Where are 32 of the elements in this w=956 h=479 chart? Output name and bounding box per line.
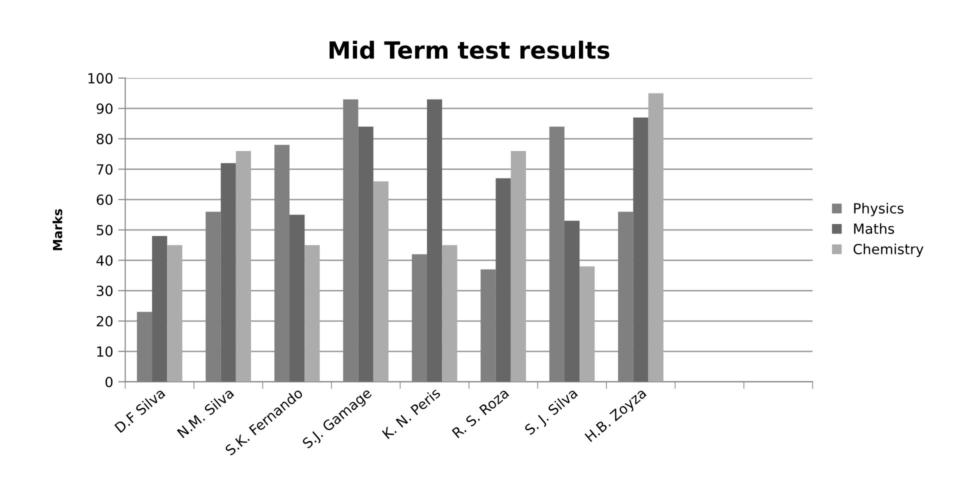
y-tick-label: 100: [88, 73, 113, 84]
bar: [648, 93, 664, 382]
bar: [358, 126, 374, 382]
y-axis-title: Marks: [52, 209, 62, 250]
y-tick-label: 30: [96, 286, 113, 296]
y-tick-label: 10: [97, 346, 113, 357]
bar: [426, 99, 442, 382]
legend-label: Maths: [854, 223, 894, 234]
y-tick-label: 0: [106, 376, 113, 388]
bar: [304, 245, 320, 382]
bar: [633, 118, 648, 382]
y-tick-label: 80: [96, 134, 113, 144]
bar: [564, 220, 580, 382]
legend-label: Physics: [854, 202, 904, 216]
bar: [220, 163, 236, 382]
y-tick-label: 40: [96, 255, 113, 266]
y-tick-label: 60: [96, 194, 113, 206]
bar: [290, 214, 305, 382]
bar: [152, 236, 168, 382]
bar: [442, 245, 458, 382]
bar: [496, 178, 511, 382]
y-tick-label: 90: [96, 103, 113, 114]
bar: [236, 150, 252, 382]
y-tick-label: 20: [96, 316, 113, 326]
y-tick-label: 70: [96, 164, 113, 175]
bar: [580, 266, 595, 382]
bar: [373, 181, 388, 382]
bar: [510, 150, 526, 382]
y-tick-label: 50: [96, 224, 113, 236]
legend-label: Chemistry: [854, 244, 924, 258]
chart-title: Mid Term test results: [330, 40, 610, 59]
bar: [167, 245, 182, 382]
